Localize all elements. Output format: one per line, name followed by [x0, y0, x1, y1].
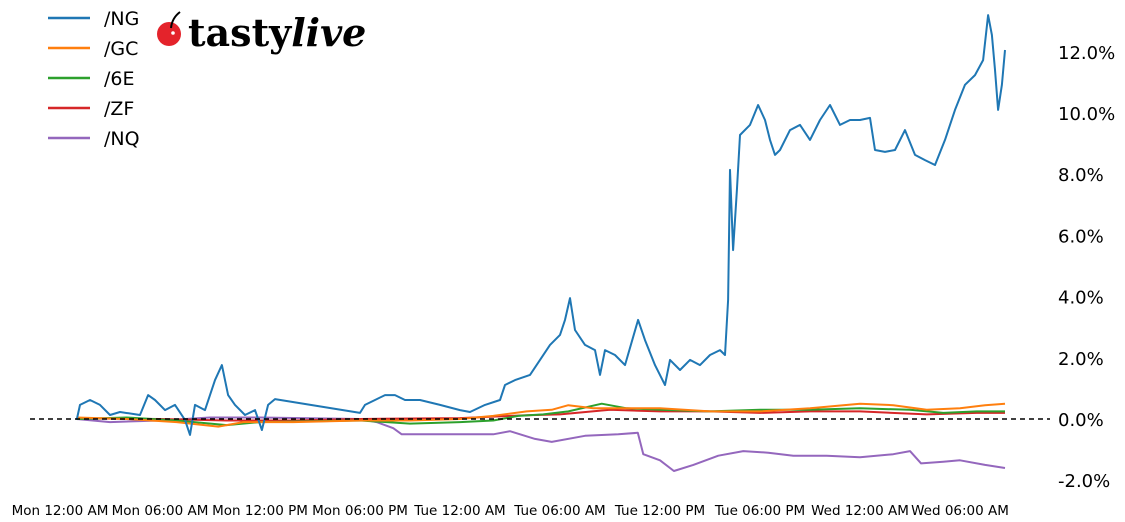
- x-tick-label: Tue 12:00 AM: [413, 503, 505, 519]
- series-line-zf: [76, 408, 1005, 422]
- tastylive-logo: tastylive: [157, 10, 366, 55]
- x-tick-label: Tue 06:00 PM: [714, 503, 805, 519]
- legend-item[interactable]: /ZF: [48, 98, 134, 120]
- x-axis-ticks: Mon 12:00 AM Mon 06:00 AM Mon 12:00 PM Mon …: [12, 503, 1009, 519]
- x-tick-label: Mon 06:00 AM: [112, 503, 209, 519]
- series-lines: [75, 14, 1006, 472]
- legend-item[interactable]: /GC: [48, 38, 138, 60]
- y-tick-label: 6.0%: [1058, 226, 1104, 247]
- series-line-6e: [76, 402, 1005, 427]
- legend-item[interactable]: /NQ: [48, 128, 140, 150]
- logo-text: tastylive: [188, 10, 366, 55]
- legend-label: /ZF: [104, 98, 134, 120]
- y-tick-label: -2.0%: [1058, 471, 1110, 492]
- y-tick-label: 0.0%: [1058, 410, 1104, 431]
- y-tick-label: 10.0%: [1058, 104, 1115, 125]
- legend-item[interactable]: /6E: [48, 68, 135, 90]
- x-tick-label: Wed 12:00 AM: [811, 503, 909, 519]
- y-tick-label: 8.0%: [1058, 165, 1104, 186]
- legend-label: /6E: [104, 68, 135, 90]
- y-tick-label: 12.0%: [1058, 43, 1115, 64]
- cherry-icon: [157, 22, 181, 46]
- legend: /NG/GC/6E/ZF/NQ: [48, 8, 140, 150]
- x-tick-label: Mon 12:00 AM: [12, 503, 109, 519]
- legend-item[interactable]: /NG: [48, 8, 139, 30]
- legend-label: /NG: [104, 8, 139, 30]
- y-axis-ticks: -2.0% 0.0% 2.0% 4.0% 6.0% 8.0% 10.0% 12.0%: [1058, 43, 1115, 492]
- x-tick-label: Tue 06:00 AM: [513, 503, 605, 519]
- x-tick-label: Mon 06:00 PM: [312, 503, 408, 519]
- y-tick-label: 4.0%: [1058, 288, 1104, 309]
- x-tick-label: Mon 12:00 PM: [212, 503, 308, 519]
- x-tick-label: Tue 12:00 PM: [614, 503, 705, 519]
- legend-label: /GC: [104, 38, 138, 60]
- series-line-ng: [75, 14, 1006, 436]
- x-tick-label: Wed 06:00 AM: [911, 503, 1009, 519]
- series-line-gc: [76, 402, 1006, 428]
- y-tick-label: 2.0%: [1058, 349, 1104, 370]
- legend-label: /NQ: [104, 128, 140, 150]
